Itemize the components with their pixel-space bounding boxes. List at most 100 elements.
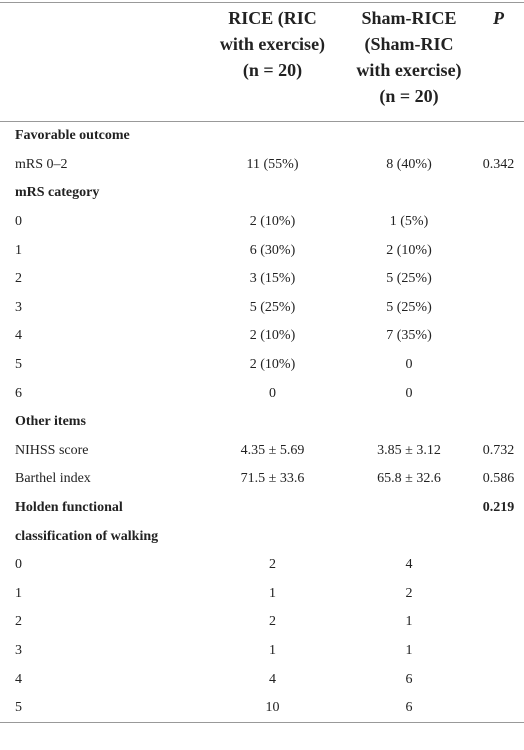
- sham-cell: 7 (35%): [386, 328, 432, 344]
- sham-cell: 1: [405, 642, 413, 658]
- sham-cell: 3.85 ± 3.12: [377, 442, 441, 458]
- sham-cell: 2 (10%): [386, 242, 432, 258]
- header-line: P: [493, 8, 504, 28]
- label-cell: 5: [15, 357, 22, 373]
- header-line: (n = 20): [242, 60, 303, 80]
- rice-cell: 4: [269, 671, 276, 687]
- label-cell: Holden functional: [15, 500, 123, 516]
- empty-cell: [200, 494, 345, 523]
- header-line: Sham-RICE: [361, 8, 457, 28]
- label-cell: Favorable outcome: [15, 128, 130, 144]
- label-cell: Barthel index: [15, 471, 91, 487]
- empty-cell: [473, 665, 524, 694]
- empty-cell: [473, 322, 524, 351]
- sham-cell: 1 (5%): [389, 214, 429, 230]
- p-cell: 0.219: [482, 500, 515, 516]
- empty-cell: [473, 522, 524, 551]
- sham-cell: 5 (25%): [386, 299, 432, 315]
- p-cell: 0.342: [482, 156, 515, 172]
- section-row: mRS category: [0, 179, 524, 208]
- label-cell: 4: [15, 671, 22, 687]
- empty-cell: [200, 408, 345, 437]
- sham-cell: 6: [405, 700, 413, 716]
- rice-cell: 2: [269, 557, 276, 573]
- label-cell: mRS 0–2: [15, 156, 68, 172]
- data-row: 6 0 0: [0, 379, 524, 408]
- empty-cell: [473, 236, 524, 265]
- empty-cell: [473, 379, 524, 408]
- empty-cell: [345, 522, 473, 551]
- label-cell: 2: [15, 271, 22, 287]
- empty-cell: [345, 122, 473, 151]
- data-row: 5 10 6: [0, 694, 524, 723]
- sham-cell: 1: [405, 614, 413, 630]
- data-row: 0 2 (10%) 1 (5%): [0, 208, 524, 237]
- header-line: with exercise): [356, 60, 462, 80]
- rice-cell: 10: [265, 700, 280, 716]
- empty-cell: [345, 408, 473, 437]
- sham-cell: 4: [405, 557, 413, 573]
- results-table: RICE (RIC with exercise) (n = 20) Sham-RICE…: [0, 2, 524, 724]
- label-cell: classification of walking: [15, 528, 159, 544]
- label-cell: 0: [15, 214, 22, 230]
- label-cell: 1: [15, 242, 22, 258]
- label-cell: 3: [15, 299, 22, 315]
- sham-cell: 2: [405, 585, 413, 601]
- header-line: (n = 20): [379, 86, 439, 106]
- sham-cell: 5 (25%): [386, 271, 432, 287]
- empty-cell: [473, 580, 524, 609]
- blank-header: [0, 2, 200, 122]
- header-line: with exercise): [219, 34, 326, 54]
- empty-cell: [473, 551, 524, 580]
- rice-cell: 11 (55%): [246, 156, 299, 172]
- data-row: NIHSS score 4.35 ± 5.69 3.85 ± 3.12 0.732: [0, 437, 524, 466]
- data-row: Barthel index 71.5 ± 33.6 65.8 ± 32.6 0.586: [0, 465, 524, 494]
- rice-cell: 2 (10%): [249, 328, 296, 344]
- label-cell: 6: [15, 385, 22, 401]
- empty-cell: [200, 122, 345, 151]
- label-cell: Other items: [15, 414, 86, 430]
- empty-cell: [345, 494, 473, 523]
- rice-cell: 2 (10%): [249, 357, 296, 373]
- column-header: P: [473, 2, 524, 122]
- section-row: Favorable outcome: [0, 122, 524, 151]
- label-cell: 2: [15, 614, 22, 630]
- empty-cell: [200, 179, 345, 208]
- data-row: 3 1 1: [0, 637, 524, 666]
- sham-cell: 8 (40%): [386, 156, 432, 172]
- header-line: (Sham-RIC: [364, 34, 454, 54]
- empty-cell: [473, 351, 524, 380]
- section-row: Holden functional 0.219: [0, 494, 524, 523]
- label-cell: 4: [15, 328, 22, 344]
- header-row: RICE (RIC with exercise) (n = 20) Sham-RICE…: [0, 2, 524, 122]
- p-cell: 0.586: [482, 471, 515, 487]
- empty-cell: [345, 179, 473, 208]
- rice-cell: 2: [269, 614, 276, 630]
- column-header: Sham-RICE (Sham-RIC with exercise) (n = 20): [345, 2, 473, 122]
- rice-cell: 4.35 ± 5.69: [240, 442, 305, 458]
- empty-cell: [473, 265, 524, 294]
- data-row: 1 1 2: [0, 580, 524, 609]
- data-row: 0 2 4: [0, 551, 524, 580]
- data-row: 4 2 (10%) 7 (35%): [0, 322, 524, 351]
- data-row: 5 2 (10%) 0: [0, 351, 524, 380]
- data-row: 4 4 6: [0, 665, 524, 694]
- header-line: RICE (RIC: [228, 8, 317, 28]
- data-row: 1 6 (30%) 2 (10%): [0, 236, 524, 265]
- rice-cell: 0: [269, 385, 276, 401]
- empty-cell: [473, 208, 524, 237]
- sham-cell: 65.8 ± 32.6: [377, 471, 441, 487]
- sham-cell: 6: [405, 671, 413, 687]
- rice-cell: 5 (25%): [249, 299, 296, 315]
- p-cell: 0.732: [482, 442, 515, 458]
- data-row: 3 5 (25%) 5 (25%): [0, 294, 524, 323]
- rice-cell: 71.5 ± 33.6: [240, 471, 305, 487]
- empty-cell: [473, 694, 524, 723]
- empty-cell: [473, 608, 524, 637]
- label-cell: 1: [15, 585, 22, 601]
- rice-cell: 3 (15%): [249, 271, 296, 287]
- empty-cell: [200, 522, 345, 551]
- empty-cell: [473, 122, 524, 151]
- rice-cell: 6 (30%): [249, 242, 296, 258]
